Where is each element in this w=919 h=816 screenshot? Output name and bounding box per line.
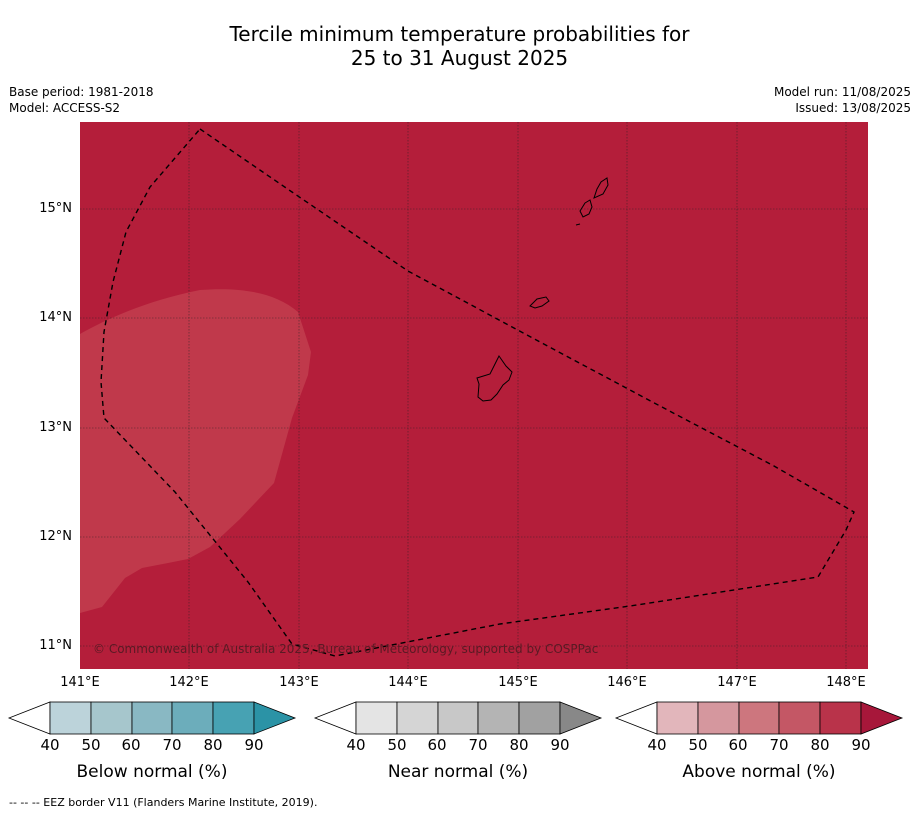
cbar-above-label: Above normal (%): [682, 762, 836, 782]
lon-label-141: 141°E: [60, 675, 100, 690]
cbar-near-high-arrow: [559, 701, 603, 735]
cbar-below-tick-40: 40: [40, 736, 60, 754]
lat-label-15: 15°N: [39, 201, 72, 216]
lon-label-146: 146°E: [607, 675, 647, 690]
cbar-above-bin-70-80: [778, 701, 821, 735]
cbar-below-bin-40-50: [49, 701, 92, 735]
cbar-near-tick-70: 70: [468, 736, 488, 754]
cbar-above-tick-70: 70: [769, 736, 789, 754]
cbar-below-tick-80: 80: [203, 736, 223, 754]
chart-title: Tercile minimum temperature probabilitie…: [0, 22, 919, 70]
cbar-near-bin-40-50: [355, 701, 398, 735]
title-line-2: 25 to 31 August 2025: [350, 46, 569, 70]
model-name: Model: ACCESS-S2: [9, 101, 121, 115]
cbar-near-tick-60: 60: [427, 736, 447, 754]
colorbar-above-normal: [614, 701, 904, 735]
cbar-near-tick-90: 90: [550, 736, 570, 754]
cbar-below-tick-50: 50: [81, 736, 101, 754]
tinian-island: [579, 199, 593, 218]
probability-map: [80, 122, 868, 669]
lon-label-145: 145°E: [498, 675, 538, 690]
lon-label-147: 147°E: [717, 675, 757, 690]
cbar-above-bin-40-50: [656, 701, 699, 735]
cbar-above-tick-40: 40: [647, 736, 667, 754]
lon-label-143: 143°E: [279, 675, 319, 690]
cbar-below-tick-70: 70: [162, 736, 182, 754]
cbar-below-tick-90: 90: [244, 736, 264, 754]
cbar-near-low-arrow: [313, 701, 357, 735]
rota-island: [529, 296, 550, 309]
cbar-below-bin-70-80: [171, 701, 214, 735]
cbar-below-high-arrow: [253, 701, 297, 735]
eez-legend-note: -- -- -- EEZ border V11 (Flanders Marine…: [9, 796, 318, 809]
title-line-1: Tercile minimum temperature probabilitie…: [229, 22, 690, 46]
islands: [476, 177, 609, 402]
cbar-near-bin-70-80: [477, 701, 520, 735]
cbar-above-bin-50-60: [697, 701, 740, 735]
cbar-near-bin-50-60: [396, 701, 439, 735]
cbar-below-bin-50-60: [90, 701, 133, 735]
cbar-below-bin-80-90: [212, 701, 255, 735]
lat-label-13: 13°N: [39, 420, 72, 435]
cbar-near-bin-60-70: [437, 701, 479, 735]
cbar-below-low-arrow: [7, 701, 51, 735]
cbar-near-bin-80-90: [518, 701, 561, 735]
cbar-below-bin-60-70: [131, 701, 173, 735]
lat-label-11: 11°N: [39, 638, 72, 653]
eez-border: [100, 128, 855, 657]
cbar-above-tick-50: 50: [688, 736, 708, 754]
lon-label-144: 144°E: [388, 675, 428, 690]
cbar-above-high-arrow: [860, 701, 904, 735]
issued-date: Issued: 13/08/2025: [795, 101, 911, 115]
cbar-above-bin-60-70: [738, 701, 780, 735]
cbar-above-tick-80: 80: [810, 736, 830, 754]
cbar-below-label: Below normal (%): [76, 762, 228, 782]
colorbar-below-normal: [7, 701, 297, 735]
saipan-island: [593, 177, 609, 199]
base-period: Base period: 1981-2018: [9, 85, 154, 99]
meta-left: Base period: 1981-2018 Model: ACCESS-S2: [9, 84, 154, 116]
model-run: Model run: 11/08/2025: [773, 85, 911, 99]
guam-island: [476, 355, 513, 402]
copyright-notice: © Commonwealth of Australia 2025, Bureau…: [93, 642, 599, 656]
meta-right: Model run: 11/08/2025 Issued: 13/08/2025: [774, 84, 911, 116]
cbar-near-tick-50: 50: [387, 736, 407, 754]
lon-label-142: 142°E: [169, 675, 209, 690]
cbar-above-tick-60: 60: [728, 736, 748, 754]
cbar-near-tick-80: 80: [509, 736, 529, 754]
cbar-above-bin-80-90: [819, 701, 862, 735]
cbar-near-tick-40: 40: [346, 736, 366, 754]
graticule: [80, 122, 868, 669]
cbar-above-tick-90: 90: [851, 736, 871, 754]
colorbar-near-normal: [313, 701, 603, 735]
aguijan-islet: [575, 223, 581, 226]
cbar-below-tick-60: 60: [121, 736, 141, 754]
lat-label-14: 14°N: [39, 310, 72, 325]
lon-label-148: 148°E: [826, 675, 866, 690]
lighter-probability-region: [80, 289, 311, 613]
cbar-above-low-arrow: [614, 701, 658, 735]
lat-label-12: 12°N: [39, 529, 72, 544]
cbar-near-label: Near normal (%): [387, 762, 529, 782]
